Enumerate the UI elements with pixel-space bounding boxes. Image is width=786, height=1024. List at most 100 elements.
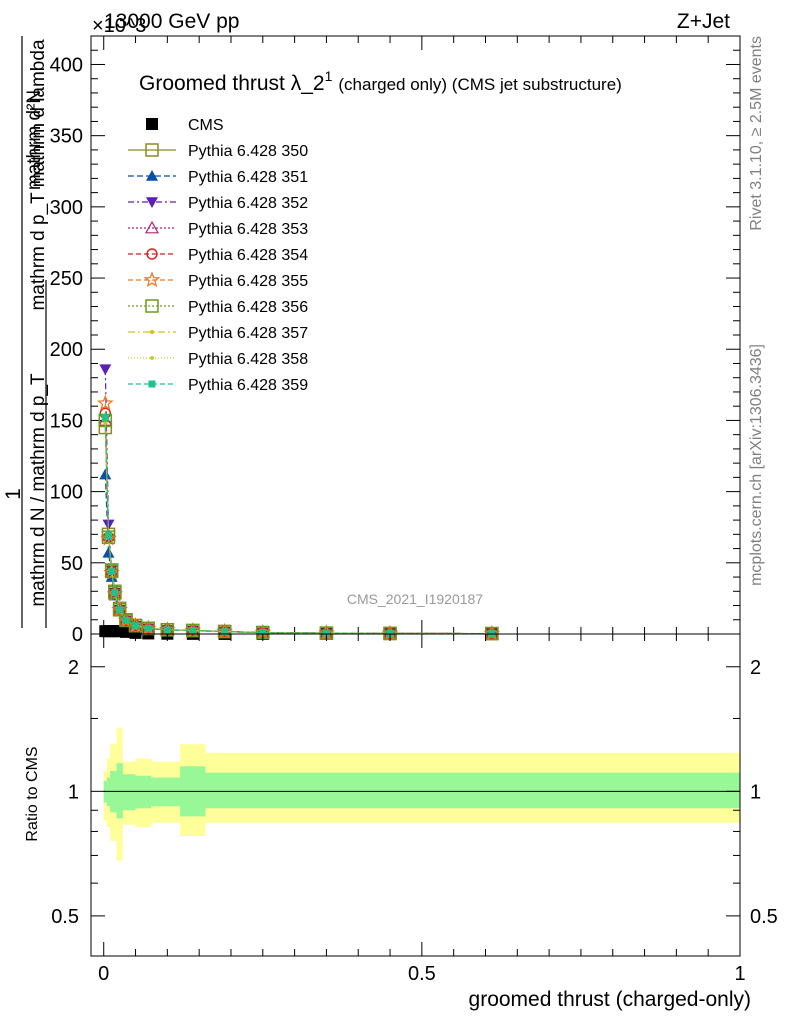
scale-exponent: ×10^3 <box>92 15 146 37</box>
legend-item: Pythia 6.428 359 <box>128 377 308 394</box>
legend-marker <box>143 271 161 288</box>
y-tick-label: 350 <box>50 126 83 148</box>
energy-label: 13000 GeV pp <box>104 10 239 33</box>
process-label: Z+Jet <box>677 10 730 33</box>
legend-label: CMS <box>188 117 224 134</box>
data-point <box>103 421 108 426</box>
legend-marker <box>150 330 154 334</box>
ratio-y-tick-label-right: 2 <box>750 657 761 679</box>
y-tick-label: 0 <box>72 624 83 646</box>
series-line <box>104 474 492 635</box>
data-point <box>104 532 112 540</box>
legend-label: Pythia 6.428 355 <box>188 273 308 290</box>
data-point <box>259 629 267 637</box>
chart-title: Groomed thrust λ_21 (charged only) (CMS j… <box>139 68 622 95</box>
legend-label: Pythia 6.428 353 <box>188 221 308 238</box>
ratio-y-tick-label: 2 <box>68 657 79 679</box>
x-tick-label: 1 <box>734 963 745 985</box>
y-label-denominator-1: mathrm d N / mathrm d p_T <box>28 373 49 607</box>
ratio-bands <box>103 728 740 861</box>
legend-label: Pythia 6.428 359 <box>188 377 308 394</box>
y-label-numerator: mathrm d²N <box>24 90 45 190</box>
legend-item: CMS <box>146 117 224 134</box>
legend-marker <box>146 118 158 130</box>
data-point <box>221 628 229 636</box>
data-point <box>106 585 124 602</box>
data-point <box>108 567 116 575</box>
legend: CMS Pythia 6.428 350 Pythia 6.428 351 Pythi… <box>128 117 308 394</box>
y-label-denominator-2: mathrm d p_T mathrm d lambda <box>28 39 49 310</box>
x-axis-label: groomed thrust (charged-only) <box>469 988 751 1011</box>
data-point <box>111 589 119 597</box>
legend-item: Pythia 6.428 354 <box>128 247 308 264</box>
data-point <box>101 414 109 422</box>
main-y-axis: 0 50 100 150 200 250 300 350 400 <box>50 35 740 646</box>
ratio-y-tick-label-right: 1 <box>750 781 761 803</box>
uncertainty-band-inner <box>103 763 740 819</box>
legend-marker <box>146 197 158 208</box>
ratio-y-axis: 0.5 0.5 1 1 2 2 <box>51 657 778 928</box>
legend-marker <box>145 299 159 313</box>
ratio-x-axis: 0 0.5 1 <box>98 634 746 985</box>
legend-marker <box>144 220 160 234</box>
legend-item: Pythia 6.428 353 <box>128 220 308 238</box>
data-point <box>132 622 140 630</box>
ratio-y-label: Ratio to CMS <box>24 746 41 841</box>
ratio-y-tick-label: 0.5 <box>51 906 79 928</box>
y-tick-label: 50 <box>61 553 83 575</box>
y-label-prefix: 1 <box>2 488 25 500</box>
legend-label: Pythia 6.428 356 <box>188 299 308 316</box>
legend-marker <box>146 170 158 181</box>
legend-label: Pythia 6.428 351 <box>188 169 308 186</box>
data-point <box>97 394 114 411</box>
main-series-layer <box>97 364 501 641</box>
legend-label: Pythia 6.428 350 <box>188 143 308 160</box>
data-point <box>103 564 120 580</box>
data-point <box>122 616 130 624</box>
data-point <box>99 364 112 376</box>
ratio-frame <box>90 633 741 957</box>
legend-label: Pythia 6.428 358 <box>188 351 308 368</box>
legend-marker <box>148 380 156 388</box>
data-point <box>116 606 124 614</box>
rivet-label: Rivet 3.1.10, ≥ 2.5M events <box>748 36 765 231</box>
series-line <box>104 417 492 635</box>
legend-marker <box>146 248 158 260</box>
legend-item: Pythia 6.428 351 <box>128 169 308 186</box>
data-point <box>102 546 115 558</box>
ratio-y-tick-label: 1 <box>68 781 79 803</box>
legend-label: Pythia 6.428 354 <box>188 247 308 264</box>
y-tick-label: 250 <box>50 268 83 290</box>
y-tick-label: 400 <box>50 54 83 76</box>
legend-item: Pythia 6.428 355 <box>128 271 308 290</box>
legend-item: Pythia 6.428 356 <box>128 299 308 316</box>
legend-marker <box>145 143 159 157</box>
chart-title-sup: 1 <box>325 68 333 84</box>
legend-item: Pythia 6.428 357 <box>128 325 308 342</box>
ratio-panel: 0.5 0.5 1 1 2 2 0 0.5 1 Ratio to CMS groomed th… <box>24 633 778 1011</box>
analysis-watermark: CMS_2021_I1920187 <box>347 591 483 607</box>
main-y-label: 1 mathrm d²N mathrm d N / mathrm d p_T m… <box>2 36 49 628</box>
data-point <box>99 468 112 480</box>
y-tick-label: 100 <box>50 482 83 504</box>
mcplots-label: mcplots.cern.ch [arXiv:1306.3436] <box>748 344 765 586</box>
data-point <box>189 627 197 635</box>
data-point <box>322 629 330 637</box>
chart-title-rest: (charged only) (CMS jet substructure) <box>338 75 621 94</box>
chart-title-main: Groomed thrust λ_2 <box>139 72 325 95</box>
x-tick-label: 0.5 <box>408 963 436 985</box>
ratio-y-tick-label-right: 0.5 <box>750 906 778 928</box>
main-panel: 0 50 100 150 200 250 300 350 400 Groomed thrust … <box>2 35 741 646</box>
legend-label: Pythia 6.428 357 <box>188 325 308 342</box>
legend-item: Pythia 6.428 352 <box>128 195 308 212</box>
data-point <box>108 585 122 600</box>
y-tick-label: 150 <box>50 410 83 432</box>
data-point <box>386 629 394 637</box>
legend-item: Pythia 6.428 350 <box>128 143 308 160</box>
series-2 <box>99 468 498 639</box>
legend-label: Pythia 6.428 352 <box>188 195 308 212</box>
data-point <box>144 624 152 632</box>
legend-marker <box>150 356 154 360</box>
y-tick-label: 200 <box>50 339 83 361</box>
series-10 <box>101 414 496 638</box>
